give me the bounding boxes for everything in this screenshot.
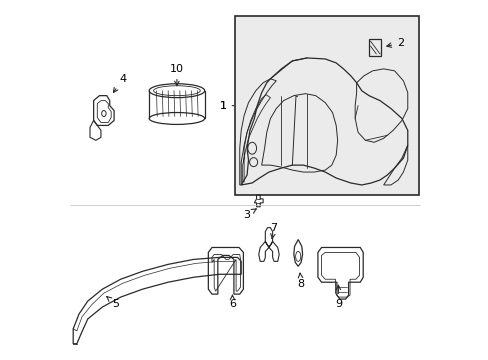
Text: 9: 9	[334, 285, 341, 309]
Text: 7: 7	[270, 222, 277, 239]
Bar	[235, 16, 418, 195]
Text: 3: 3	[243, 209, 256, 220]
Text: 6: 6	[228, 295, 236, 309]
Text: 2: 2	[386, 38, 403, 48]
Text: 1: 1	[219, 100, 226, 111]
Text: 1: 1	[219, 100, 234, 111]
Text: 5: 5	[106, 297, 119, 309]
Text: 8: 8	[297, 273, 304, 289]
Text: 4: 4	[113, 74, 126, 93]
Text: 10: 10	[169, 64, 183, 86]
